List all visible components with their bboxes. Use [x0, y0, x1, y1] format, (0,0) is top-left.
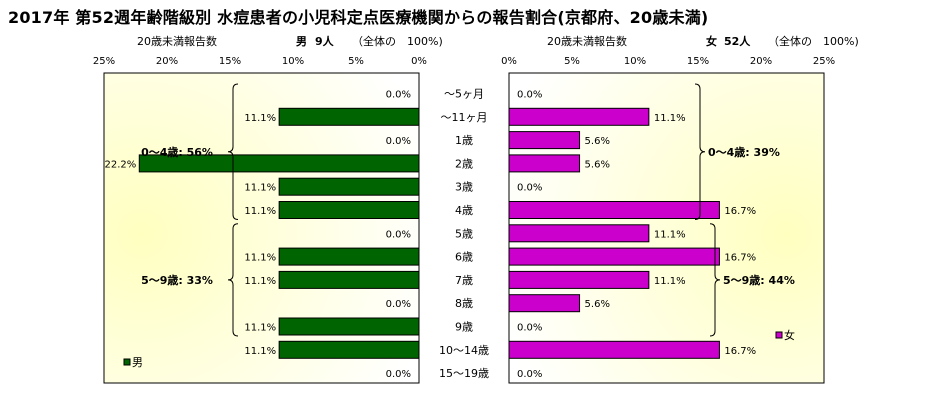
- right-tick-label: 20%: [750, 56, 772, 67]
- male-bar: [278, 247, 420, 266]
- male-data-label: 0.0%: [386, 229, 411, 240]
- male-bar: [278, 201, 420, 219]
- left-group-brace: [227, 83, 239, 220]
- male-bar: [278, 107, 420, 126]
- legend-female-label: 女: [784, 328, 795, 342]
- left-header-count: 9人: [315, 34, 335, 48]
- female-data-label: 0.0%: [517, 183, 542, 194]
- female-data-label: 5.6%: [585, 159, 610, 170]
- female-bar: [508, 154, 581, 173]
- male-bar: [138, 154, 420, 173]
- female-data-label: 11.1%: [654, 229, 686, 240]
- female-bar: [508, 294, 581, 313]
- legend-female-swatch: [775, 331, 783, 339]
- legend-male-label: 男: [132, 356, 143, 369]
- left-header-total: （全体の 100%): [352, 34, 443, 48]
- male-bar: [278, 317, 420, 336]
- male-bar: [278, 340, 420, 359]
- right-tick-label: 25%: [813, 56, 835, 67]
- left-tick-label: 10%: [282, 56, 304, 67]
- female-data-label: 11.1%: [654, 113, 686, 124]
- chart-title: 2017年 第52週年齢階級別 水痘患者の小児科定点医療機関からの報告割合(京都…: [8, 8, 709, 27]
- male-data-label: 11.1%: [244, 113, 276, 124]
- female-bar: [508, 131, 581, 150]
- left-group-brace: [227, 223, 239, 337]
- legend-male-swatch: [123, 358, 131, 366]
- category-label: ～5ヶ月: [444, 88, 484, 101]
- right-group-label: 0～4歳: 39%: [708, 145, 780, 159]
- category-label: 6歳: [455, 251, 473, 264]
- male-bar: [278, 177, 420, 196]
- right-axis-caption: 20歳未満報告数: [547, 35, 627, 48]
- category-label: 3歳: [455, 181, 473, 194]
- female-data-label: 16.7%: [724, 206, 756, 217]
- right-tick-label: 15%: [687, 56, 709, 67]
- right-tick-label: 5%: [564, 56, 580, 67]
- category-label: 8歳: [455, 297, 473, 310]
- category-label: 9歳: [455, 321, 473, 334]
- category-label: 5歳: [455, 227, 473, 240]
- category-label: 10～14歳: [439, 344, 489, 357]
- male-data-label: 0.0%: [386, 90, 411, 101]
- male-data-label: 11.1%: [244, 323, 276, 334]
- left-tick-label: 0%: [411, 56, 427, 67]
- category-label: 2歳: [455, 157, 473, 170]
- female-data-label: 16.7%: [724, 346, 756, 357]
- right-group-brace: [694, 83, 706, 220]
- right-tick-label: 10%: [624, 56, 646, 67]
- right-header-total: （全体の 100%): [768, 34, 859, 48]
- female-bar: [508, 201, 720, 219]
- male-data-label: 0.0%: [386, 136, 411, 147]
- female-data-label: 11.1%: [654, 276, 686, 287]
- female-bar: [508, 340, 720, 359]
- female-bar: [508, 224, 650, 243]
- female-data-label: 0.0%: [517, 90, 542, 101]
- female-bar: [508, 107, 650, 126]
- right-header-count: 52人: [724, 34, 751, 48]
- male-data-label: 11.1%: [244, 253, 276, 264]
- category-label: 7歳: [455, 274, 473, 287]
- right-tick-label: 0%: [501, 56, 517, 67]
- category-label: 4歳: [455, 204, 473, 217]
- male-data-label: 0.0%: [386, 369, 411, 380]
- category-label: ～11ヶ月: [441, 111, 488, 124]
- male-data-label: 11.1%: [244, 276, 276, 287]
- left-tick-label: 25%: [93, 56, 115, 67]
- left-tick-label: 5%: [348, 56, 364, 67]
- left-axis-caption: 20歳未満報告数: [137, 35, 217, 48]
- left-tick-label: 20%: [156, 56, 178, 67]
- female-data-label: 5.6%: [585, 299, 610, 310]
- right-group-brace: [709, 223, 721, 337]
- right-group-label: 5～9歳: 44%: [723, 273, 795, 287]
- category-label: 15～19歳: [439, 367, 489, 380]
- male-data-label: 11.1%: [244, 206, 276, 217]
- left-header-sex: 男: [296, 35, 307, 48]
- female-bar: [508, 247, 720, 266]
- male-bar: [278, 270, 420, 289]
- male-data-label: 0.0%: [386, 299, 411, 310]
- right-header-sex: 女: [706, 34, 717, 48]
- female-data-label: 0.0%: [517, 369, 542, 380]
- male-data-label: 11.1%: [244, 346, 276, 357]
- female-data-label: 16.7%: [724, 253, 756, 264]
- left-group-label: 5～9歳: 33%: [141, 273, 213, 287]
- category-label: 1歳: [455, 134, 473, 147]
- female-data-label: 5.6%: [585, 136, 610, 147]
- male-data-label: 11.1%: [244, 183, 276, 194]
- male-data-label: 22.2%: [104, 159, 136, 170]
- left-group-label: 0～4歳: 56%: [141, 145, 213, 159]
- female-data-label: 0.0%: [517, 323, 542, 334]
- left-tick-label: 15%: [219, 56, 241, 67]
- female-bar: [508, 270, 650, 289]
